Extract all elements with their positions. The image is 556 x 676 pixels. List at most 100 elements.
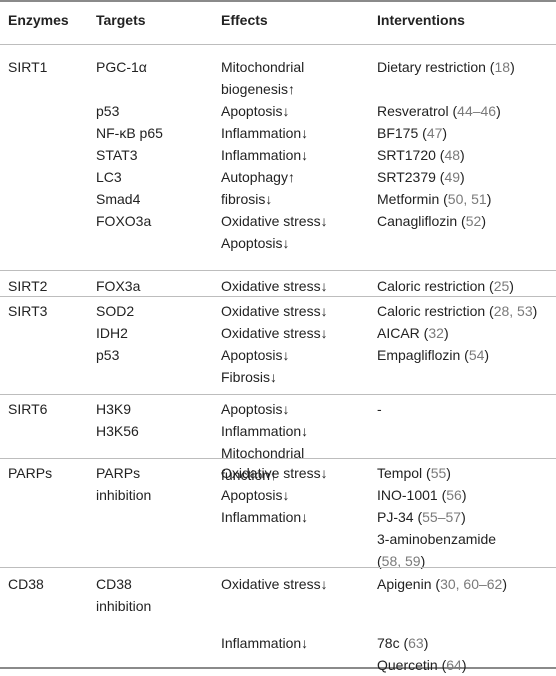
group-divider [0,394,556,395]
intervention-cell: - [377,398,382,420]
intervention-name: AICAR [377,325,420,341]
effect-cell: Apoptosis↓ [221,487,290,503]
reference-link[interactable]: 18 [494,59,511,75]
intervention-cell: (58, 59) [377,553,426,569]
intervention-cell: PJ-34 (55–57) [377,509,466,525]
reference-link[interactable]: 32 [428,325,444,341]
enzyme-cell: SIRT1 [8,59,48,75]
effect-cell: function↑ [221,467,278,483]
effect-cell: Apoptosis↓ [221,401,290,417]
header-effects: Effects [221,12,268,28]
target-cell: H3K56 [96,423,139,439]
effect-cell: Oxidative stress↓ [221,325,328,341]
target-cell: PARPs [96,465,141,481]
intervention-name: INO-1001 [377,487,438,503]
intervention-name: Caloric restriction [377,303,486,319]
reference-link[interactable]: 64 [446,657,462,674]
intervention-cell: Tempol (55) [377,465,451,481]
target-cell: SOD2 [96,303,135,319]
target-cell: LC3 [96,169,122,185]
target-cell: p53 [96,103,120,119]
enzyme-cell: SIRT6 [8,401,48,417]
intervention-cell: BF175 (47) [377,125,448,141]
effect-cell: Fibrosis↓ [221,369,278,385]
target-cell: H3K9 [96,401,132,417]
reference-link[interactable]: 52 [465,213,482,229]
group-divider [0,296,556,297]
effect-cell: Inflammation↓ [221,509,309,525]
enzyme-cell: CD38 [8,576,44,592]
reference-link[interactable]: 49 [444,169,461,185]
intervention-cell: Metformin (50, 51) [377,191,492,207]
intervention-name: Canagliflozin [377,213,458,229]
intervention-cell: AICAR (32) [377,325,449,341]
intervention-name: Dietary restriction [377,59,486,75]
intervention-name: BF175 [377,125,419,141]
header-enzymes: Enzymes [8,12,69,28]
reference-link[interactable]: 47 [426,125,443,141]
intervention-cell: Canagliflozin (52) [377,213,486,229]
reference-link[interactable]: 44–46 [457,103,497,119]
target-cell: Smad4 [96,191,141,207]
intervention-cell: 78c (63) [377,635,429,652]
target-cell: p53 [96,347,120,363]
effect-cell: Oxidative stress↓ [221,465,328,481]
reference-link[interactable]: 28, 53 [493,303,533,319]
reference-link[interactable]: 54 [468,347,485,363]
intervention-name: Resveratrol [377,103,449,119]
intervention-name: PJ-34 [377,509,414,525]
reference-link[interactable]: 50, 51 [447,191,487,207]
effect-cell: Apoptosis↓ [221,103,290,119]
effect-cell: Oxidative stress↓ [221,213,328,229]
reference-link[interactable]: 55–57 [422,509,462,525]
group-divider [0,270,556,271]
target-cell: FOXO3a [96,213,152,229]
effect-cell: Oxidative stress↓ [221,576,328,592]
target-cell: CD38 [96,576,132,592]
effect-cell: Inflammation↓ [221,147,309,163]
effect-cell: Apoptosis↓ [221,347,290,363]
table-bottom-rule [0,667,556,669]
effect-cell: Mitochondrial [221,445,305,461]
intervention-name: 3-aminobenzamide [377,531,497,547]
intervention-cell: SRT1720 (48) [377,147,465,163]
effect-cell: fibrosis↓ [221,191,273,207]
intervention-cell: Caloric restriction (28, 53) [377,303,538,319]
intervention-cell: Apigenin (30, 60–62) [377,576,508,592]
effect-cell: Autophagy↑ [221,169,295,185]
intervention-name: Quercetin [377,657,438,674]
effect-cell: Oxidative stress↓ [221,278,328,294]
effect-cell: Inflammation↓ [221,423,309,439]
reference-link[interactable]: 48 [444,147,461,163]
header-rule [0,44,556,45]
intervention-name: 78c [377,635,400,652]
reference-link[interactable]: 63 [408,635,424,652]
reference-link[interactable]: 30, 60–62 [440,576,503,592]
intervention-cell: SRT2379 (49) [377,169,465,185]
header-targets: Targets [96,12,146,28]
effect-cell: Oxidative stress↓ [221,303,328,319]
intervention-cell: 3-aminobenzamide [377,528,496,550]
intervention-cell: Quercetin (64) [377,657,467,674]
effect-cell: Apoptosis↓ [221,235,290,251]
intervention-cell: INO-1001 (56) [377,487,467,503]
intervention-name: - [377,401,382,417]
table-top-rule [0,0,556,2]
effect-cell: Inflammation↓ [221,125,309,141]
reference-link[interactable]: 56 [446,487,462,503]
intervention-cell: Dietary restriction (18) [377,59,515,75]
effect-cell: biogenesis↑ [221,81,295,97]
enzyme-cell: PARPs [8,465,53,481]
enzyme-cell: SIRT2 [8,278,48,294]
group-divider [0,458,556,459]
intervention-cell: Empagliflozin (54) [377,347,490,363]
reference-link[interactable]: 25 [493,278,510,294]
intervention-name: Tempol [377,465,423,481]
header-interventions: Interventions [377,12,465,28]
target-cell: PGC-1α [96,59,147,75]
reference-link[interactable]: 58, 59 [381,553,421,569]
intervention-name: Empagliflozin [377,347,461,363]
reference-link[interactable]: 55 [430,465,447,481]
target-cell: STAT3 [96,147,138,163]
